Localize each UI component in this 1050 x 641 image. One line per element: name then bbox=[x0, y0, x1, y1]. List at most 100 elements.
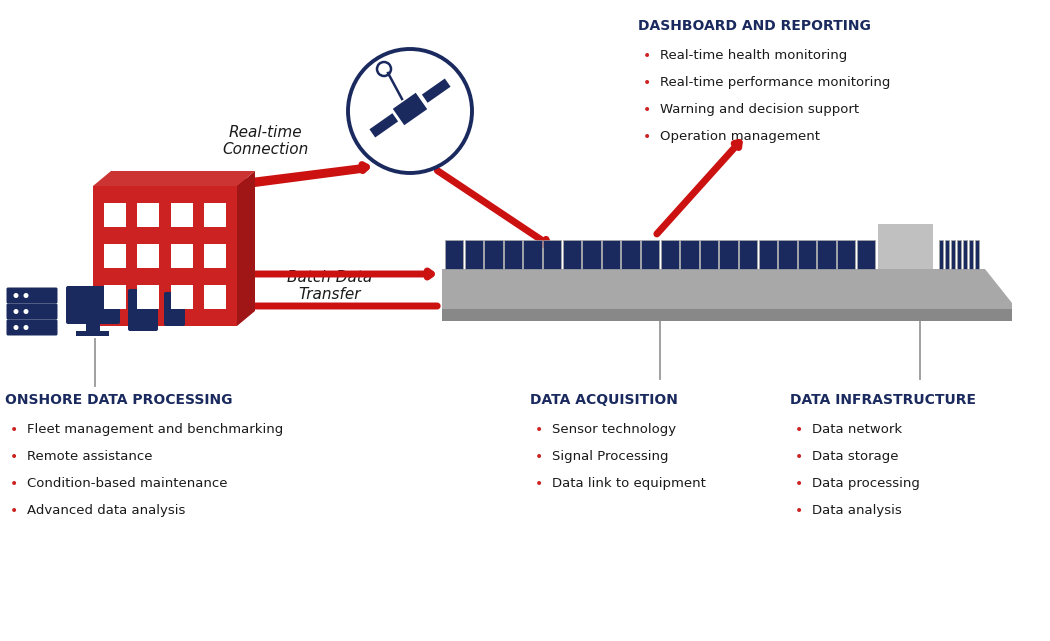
Text: Operation management: Operation management bbox=[660, 130, 820, 143]
Circle shape bbox=[14, 325, 19, 330]
Circle shape bbox=[23, 309, 28, 314]
FancyBboxPatch shape bbox=[680, 240, 698, 269]
Text: •: • bbox=[795, 450, 803, 464]
FancyBboxPatch shape bbox=[974, 240, 980, 269]
Polygon shape bbox=[442, 269, 1012, 321]
FancyBboxPatch shape bbox=[524, 240, 542, 269]
FancyBboxPatch shape bbox=[484, 240, 503, 269]
FancyBboxPatch shape bbox=[719, 240, 738, 269]
Text: •: • bbox=[536, 423, 543, 437]
FancyBboxPatch shape bbox=[778, 240, 797, 269]
Polygon shape bbox=[93, 171, 255, 186]
FancyBboxPatch shape bbox=[699, 240, 718, 269]
Polygon shape bbox=[878, 224, 933, 269]
FancyBboxPatch shape bbox=[602, 240, 621, 269]
FancyBboxPatch shape bbox=[164, 292, 185, 326]
FancyBboxPatch shape bbox=[563, 240, 581, 269]
FancyBboxPatch shape bbox=[93, 186, 237, 326]
Text: •: • bbox=[536, 477, 543, 491]
Text: Advanced data analysis: Advanced data analysis bbox=[27, 504, 186, 517]
FancyBboxPatch shape bbox=[6, 303, 58, 319]
FancyBboxPatch shape bbox=[170, 203, 192, 227]
Text: •: • bbox=[795, 504, 803, 518]
FancyBboxPatch shape bbox=[104, 203, 126, 227]
Text: Data analysis: Data analysis bbox=[812, 504, 902, 517]
Polygon shape bbox=[370, 113, 398, 137]
Polygon shape bbox=[442, 309, 1012, 321]
FancyBboxPatch shape bbox=[660, 240, 679, 269]
Text: •: • bbox=[536, 450, 543, 464]
Circle shape bbox=[23, 293, 28, 298]
FancyBboxPatch shape bbox=[104, 285, 126, 309]
FancyBboxPatch shape bbox=[6, 288, 58, 303]
Text: Real-time
Connection: Real-time Connection bbox=[222, 125, 308, 157]
Text: Real-time performance monitoring: Real-time performance monitoring bbox=[660, 76, 890, 89]
Text: •: • bbox=[795, 423, 803, 437]
FancyBboxPatch shape bbox=[138, 203, 160, 227]
Text: •: • bbox=[643, 76, 651, 90]
FancyBboxPatch shape bbox=[583, 240, 601, 269]
FancyBboxPatch shape bbox=[939, 240, 943, 269]
Text: •: • bbox=[643, 130, 651, 144]
Circle shape bbox=[14, 293, 19, 298]
FancyBboxPatch shape bbox=[138, 285, 160, 309]
FancyBboxPatch shape bbox=[104, 244, 126, 268]
Circle shape bbox=[14, 309, 19, 314]
Circle shape bbox=[23, 325, 28, 330]
FancyBboxPatch shape bbox=[128, 289, 158, 331]
Text: •: • bbox=[10, 423, 18, 437]
FancyBboxPatch shape bbox=[640, 240, 659, 269]
Text: Data processing: Data processing bbox=[812, 477, 920, 490]
Text: Remote assistance: Remote assistance bbox=[27, 450, 152, 463]
FancyBboxPatch shape bbox=[963, 240, 967, 269]
FancyBboxPatch shape bbox=[204, 203, 226, 227]
FancyBboxPatch shape bbox=[445, 240, 463, 269]
FancyBboxPatch shape bbox=[170, 285, 192, 309]
Text: Warning and decision support: Warning and decision support bbox=[660, 103, 859, 116]
Text: Sensor technology: Sensor technology bbox=[552, 423, 676, 436]
Text: Batch Data
Transfer: Batch Data Transfer bbox=[288, 270, 373, 302]
Text: Data link to equipment: Data link to equipment bbox=[552, 477, 706, 490]
FancyBboxPatch shape bbox=[138, 244, 160, 268]
FancyBboxPatch shape bbox=[504, 240, 522, 269]
Text: Real-time health monitoring: Real-time health monitoring bbox=[660, 49, 847, 62]
FancyBboxPatch shape bbox=[758, 240, 777, 269]
FancyBboxPatch shape bbox=[968, 240, 973, 269]
FancyBboxPatch shape bbox=[86, 321, 100, 334]
Text: •: • bbox=[643, 49, 651, 63]
Polygon shape bbox=[422, 78, 450, 103]
Text: •: • bbox=[10, 504, 18, 518]
Text: Data storage: Data storage bbox=[812, 450, 899, 463]
Text: •: • bbox=[10, 477, 18, 491]
FancyBboxPatch shape bbox=[957, 240, 962, 269]
FancyBboxPatch shape bbox=[76, 331, 109, 336]
Text: Data network: Data network bbox=[812, 423, 902, 436]
Text: •: • bbox=[795, 477, 803, 491]
FancyBboxPatch shape bbox=[6, 319, 58, 335]
FancyBboxPatch shape bbox=[543, 240, 562, 269]
Text: ONSHORE DATA PROCESSING: ONSHORE DATA PROCESSING bbox=[5, 393, 232, 407]
FancyBboxPatch shape bbox=[857, 240, 875, 269]
Text: DASHBOARD AND REPORTING: DASHBOARD AND REPORTING bbox=[638, 19, 870, 33]
FancyBboxPatch shape bbox=[798, 240, 816, 269]
Text: •: • bbox=[10, 450, 18, 464]
FancyBboxPatch shape bbox=[837, 240, 856, 269]
FancyBboxPatch shape bbox=[622, 240, 639, 269]
FancyBboxPatch shape bbox=[204, 285, 226, 309]
Text: Fleet management and benchmarking: Fleet management and benchmarking bbox=[27, 423, 284, 436]
Text: DATA ACQUISITION: DATA ACQUISITION bbox=[530, 393, 678, 407]
Text: •: • bbox=[643, 103, 651, 117]
FancyBboxPatch shape bbox=[465, 240, 483, 269]
FancyBboxPatch shape bbox=[817, 240, 836, 269]
Text: Signal Processing: Signal Processing bbox=[552, 450, 669, 463]
Polygon shape bbox=[237, 171, 255, 326]
FancyBboxPatch shape bbox=[66, 286, 120, 324]
FancyBboxPatch shape bbox=[204, 244, 226, 268]
Polygon shape bbox=[393, 93, 427, 125]
FancyBboxPatch shape bbox=[739, 240, 757, 269]
FancyBboxPatch shape bbox=[170, 244, 192, 268]
FancyBboxPatch shape bbox=[945, 240, 949, 269]
Text: Condition-based maintenance: Condition-based maintenance bbox=[27, 477, 228, 490]
FancyBboxPatch shape bbox=[950, 240, 956, 269]
Text: DATA INFRASTRUCTURE: DATA INFRASTRUCTURE bbox=[790, 393, 977, 407]
